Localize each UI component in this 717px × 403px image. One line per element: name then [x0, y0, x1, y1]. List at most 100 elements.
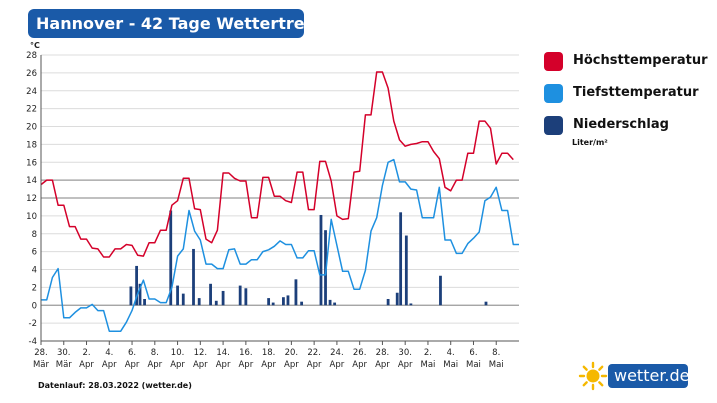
sun-icon [578, 361, 608, 391]
y-tick-label: 0 [32, 301, 37, 311]
x-tick-day: 28. [376, 348, 390, 358]
x-tick-month: Mai [489, 360, 504, 370]
x-tick-day: 6. [128, 348, 136, 358]
grid [41, 54, 519, 342]
x-tick-day: 8. [151, 348, 159, 358]
series-line-min [41, 158, 519, 332]
precip-bar [209, 283, 212, 306]
precip-bar [395, 292, 399, 306]
x-tick-day: 22. [307, 348, 321, 358]
x-tick-day: 30. [398, 348, 412, 358]
precip-bar [169, 210, 173, 306]
x-tick-day: 24. [330, 348, 344, 358]
precip-bar [129, 286, 133, 306]
x-tick-month: Mär [33, 360, 50, 370]
x-tick-day: 12. [194, 348, 208, 358]
y-tick-label: 26 [26, 69, 37, 79]
x-tick-month: Apr [125, 360, 140, 370]
legend-label-max: Höchsttemperatur [573, 53, 708, 68]
x-tick-day: 28. [34, 348, 48, 358]
precip-bar [386, 298, 390, 306]
x-tick-month: Apr [352, 360, 367, 370]
x-tick-day: 4. [105, 348, 113, 358]
legend-label-precip: Niederschlag [573, 117, 669, 132]
x-tick-month: Apr [398, 360, 413, 370]
x-tick-month: Mai [420, 360, 435, 370]
y-tick-label: 4 [32, 266, 37, 276]
footer-data-run: Datenlauf: 28.03.2022 (wetter.de) [38, 381, 192, 390]
x-tick-day: 14. [216, 348, 230, 358]
y-tick-label: 2 [32, 283, 37, 293]
y-tick-label: 10 [26, 212, 37, 222]
precip-bar [192, 248, 195, 306]
y-tick-label: 12 [26, 194, 37, 204]
x-tick-month: Apr [284, 360, 299, 370]
x-tick-month: Mai [466, 360, 481, 370]
x-tick-month: Apr [261, 360, 276, 370]
x-tick-month: Apr [330, 360, 345, 370]
precip-bar [238, 285, 242, 306]
y-tick-label: 16 [26, 158, 37, 168]
title-box: Hannover - 42 Tage Wettertrend [28, 9, 327, 38]
precip-bar [244, 288, 248, 306]
y-tick-label: 8 [32, 230, 37, 240]
x-tick-day: 4. [447, 348, 455, 358]
y-tick-label: -2 [29, 319, 37, 329]
legend-label-min: Tiefsttemperatur [573, 85, 699, 100]
precip-bar [399, 212, 403, 306]
y-tick-label: 6 [32, 248, 37, 258]
x-tick-month: Apr [216, 360, 231, 370]
precip-bar [181, 293, 185, 306]
precip-bar [404, 235, 408, 306]
brand-badge: wetter.de [608, 364, 690, 388]
x-tick-day: 18. [262, 348, 276, 358]
precip-bar [409, 303, 413, 306]
x-tick-month: Mai [443, 360, 458, 370]
legend-swatch-precip [544, 116, 563, 135]
y-tick-label: 28 [26, 51, 37, 61]
precip-bar [319, 214, 323, 306]
precip-bar [176, 285, 179, 306]
x-tick-day: 30. [57, 348, 71, 358]
x-tick-day: 16. [239, 348, 253, 358]
brand-logo[interactable]: wetter.de [578, 361, 690, 391]
precip-bar [267, 298, 271, 306]
x-tick-month: Apr [307, 360, 322, 370]
y-tick-label: 24 [26, 87, 37, 97]
precip-bar [328, 299, 332, 306]
x-tick-month: Apr [193, 360, 208, 370]
precip-bar [300, 301, 304, 306]
x-axis: 28. Mär 30. Mär 2. Apr 4. Apr 6. Apr 8. Apr 10. Apr 12… [33, 340, 519, 370]
precip-bar [271, 302, 275, 306]
precip-bar [439, 275, 442, 306]
x-tick-month: Apr [147, 360, 162, 370]
precip-bar [294, 279, 298, 306]
x-tick-month: Apr [238, 360, 253, 370]
brand-text: wetter.de [614, 366, 690, 385]
x-tick-day: 20. [285, 348, 299, 358]
y-tick-label: 14 [26, 176, 37, 186]
precip-bar [138, 283, 142, 306]
x-tick-month: Apr [170, 360, 185, 370]
temperature-lines [40, 71, 519, 332]
x-tick-day: 6. [469, 348, 477, 358]
x-tick-day: 26. [353, 348, 367, 358]
precip-bar [484, 301, 488, 306]
precip-bar [333, 302, 337, 306]
series-line-max [40, 71, 514, 258]
precip-bar [214, 300, 218, 306]
precip-unit-note: Liter/m² [572, 138, 608, 147]
y-axis-label: °C [30, 41, 40, 50]
x-tick-day: 2. [424, 348, 432, 358]
y-tick-label: -4 [29, 337, 37, 347]
precip-bar [282, 297, 285, 306]
precipitation-bars [129, 210, 488, 306]
x-tick-day: 2. [82, 348, 90, 358]
y-tick-label: 22 [26, 105, 37, 115]
precip-bar [135, 265, 138, 306]
legend-swatch-min [544, 84, 563, 103]
legend-swatch-max [544, 52, 563, 71]
y-tick-label: 20 [26, 123, 37, 133]
